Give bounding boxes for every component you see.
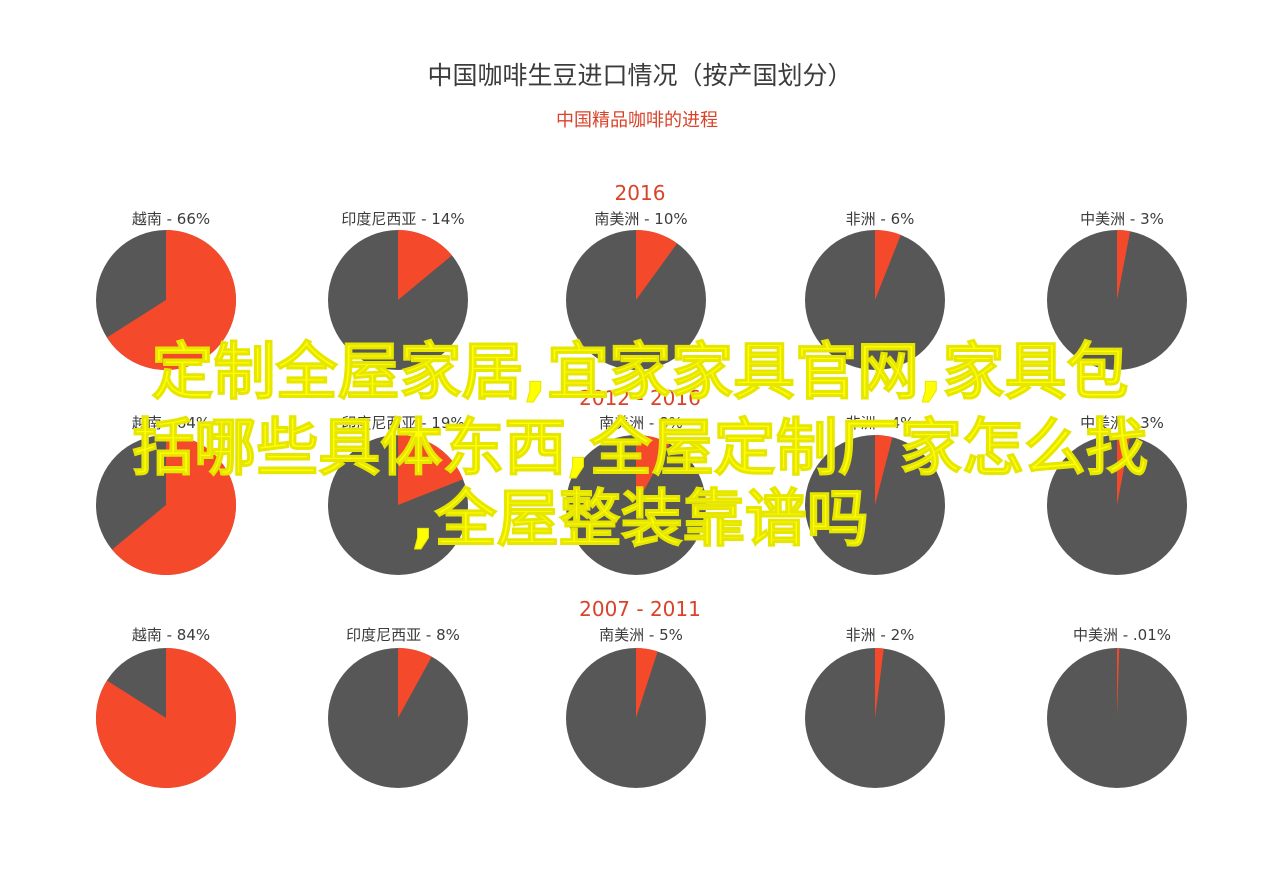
pie-label: 越南 - 66% (132, 210, 210, 228)
pie-slice (398, 435, 464, 505)
overlay-headline-line-3: ,全屋整装靠谱吗 (411, 482, 870, 555)
pie-label: 非洲 - 6% (846, 210, 915, 228)
chart-title: 中国咖啡生豆进口情况（按产国划分） (427, 61, 852, 90)
pie-slice (636, 435, 670, 505)
pie-label: 南美洲 - 10% (594, 210, 687, 228)
pie-groups: 2016 越南 - 66% 印度尼西亚 - 14% 南美洲 - 10% 非洲 - 6% 中… (96, 181, 1187, 788)
pie-slice (96, 648, 237, 788)
pie-slice (398, 648, 432, 718)
pie-slice (398, 230, 452, 300)
pie-label: 非洲 - 2% (846, 626, 915, 644)
pie-slice (875, 648, 884, 718)
pie-label: 非洲 - 4% (846, 414, 915, 432)
pie-slice (1117, 435, 1131, 505)
pie-label: 越南 - 64% (132, 414, 210, 432)
pie-label: 印度尼西亚 - 8% (346, 626, 460, 644)
period-label: 2012 - 2016 (579, 386, 701, 410)
pie-group-2: 2012 - 2016 越南 - 64% 印度尼西亚 - 19% 南美洲 - 8% 非洲… (96, 386, 1187, 575)
period-label: 2016 (615, 181, 666, 205)
chart-subtitle: 中国精品咖啡的进程 (556, 110, 718, 131)
pie-slice (636, 230, 678, 300)
period-label: 2007 - 2011 (579, 597, 701, 621)
pie-slice (106, 230, 237, 370)
pie-label: 印度尼西亚 - 14% (341, 210, 464, 228)
overlay-headline-line-2: 括哪些具体东西,全屋定制厂家怎么找 (132, 411, 1149, 484)
pie-label: 中美洲 - 3% (1080, 210, 1164, 228)
pie-label: 中美洲 - .01% (1073, 626, 1171, 644)
pie-slice (875, 435, 893, 505)
overlay-headline-line-1: 定制全屋家居,宜家家具官网,家具包 (151, 335, 1129, 408)
pie-slice (112, 435, 236, 575)
pie-label: 越南 - 84% (132, 626, 210, 644)
pie-label: 南美洲 - 8% (599, 414, 683, 432)
pie-group-1: 2016 越南 - 66% 印度尼西亚 - 14% 南美洲 - 10% 非洲 - 6% 中… (96, 181, 1187, 370)
pie-group-3: 2007 - 2011 越南 - 84% 印度尼西亚 - 8% 南美洲 - 5% 非洲 … (96, 597, 1187, 788)
pie-label: 南美洲 - 5% (599, 626, 683, 644)
pie-label: 中美洲 - 3% (1080, 414, 1164, 432)
pie-slice (1117, 230, 1131, 300)
pie-slice (1117, 647, 1120, 718)
pie-slice (636, 648, 658, 718)
pie-slice (875, 230, 901, 300)
pie-label: 印度尼西亚 - 19% (341, 414, 464, 432)
